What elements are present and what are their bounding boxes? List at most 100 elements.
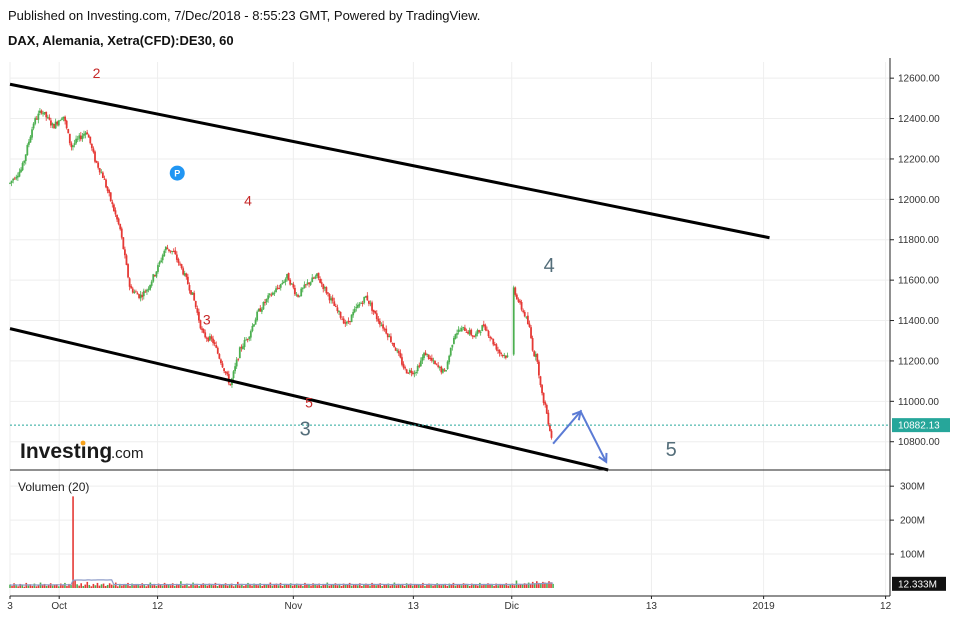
price-tick-label: 11400.00 [898, 316, 939, 327]
candle-body [90, 143, 93, 149]
volume-bar [442, 584, 445, 588]
volume-bar [426, 584, 428, 588]
candle-body [388, 335, 391, 338]
volume-bar [334, 583, 337, 588]
candle-body [468, 330, 471, 335]
volume-bar [110, 584, 113, 588]
volume-bar [373, 584, 375, 588]
candle-body [379, 321, 381, 325]
candle-body [279, 284, 282, 288]
candle-body [344, 322, 347, 324]
candle-body [42, 113, 44, 115]
volume-bar [509, 584, 512, 588]
volume-bar [117, 586, 119, 588]
volume-bar [418, 584, 420, 588]
volume-bar [523, 583, 526, 588]
volume-bar [104, 585, 107, 588]
candle-body [70, 143, 73, 148]
candle-body [538, 361, 540, 376]
volume-bar [261, 585, 264, 588]
candle-body [320, 282, 323, 284]
volume-bar [143, 584, 146, 588]
candle-body [434, 361, 436, 365]
candle-body [226, 372, 229, 375]
candle-body [229, 383, 232, 386]
price-tick-label: 12200.00 [898, 154, 940, 165]
time-tick-label: Oct [51, 601, 67, 612]
volume-bar [169, 585, 172, 588]
candle-body [166, 247, 169, 250]
volume-bar [202, 583, 205, 588]
volume-bar [434, 584, 436, 588]
candle-body [100, 172, 103, 174]
volume-bar [499, 583, 501, 588]
volume-bar [533, 583, 536, 588]
candle-body [473, 336, 476, 338]
candle-body [530, 327, 532, 339]
candle-body [256, 311, 259, 321]
volume-bar [324, 584, 327, 588]
volume-bar [76, 584, 78, 588]
volume-bar [279, 582, 282, 588]
candle-body [334, 306, 337, 308]
volume-bar [232, 586, 235, 588]
volume-bar [430, 583, 432, 588]
candle-body [139, 294, 142, 299]
volume-tick-label: 100M [900, 550, 925, 561]
volume-bar [123, 584, 125, 588]
volume-bar [259, 583, 261, 588]
candle-body [92, 148, 95, 153]
volume-bar [531, 581, 534, 588]
candle-body [415, 371, 418, 373]
candle-body [238, 347, 241, 359]
price-tick-label: 11000.00 [898, 397, 939, 408]
volume-bar [74, 580, 76, 588]
candle-body [185, 273, 188, 278]
volume-bar [51, 585, 54, 588]
candle-body [50, 120, 52, 126]
candle-body [253, 324, 255, 327]
candle-body [128, 278, 131, 287]
candle-body [35, 118, 38, 120]
volume-bar [265, 584, 268, 588]
candle-body [308, 282, 310, 285]
candle-body [75, 138, 78, 144]
candle-body [416, 365, 419, 372]
candle-body [405, 369, 408, 374]
candle-body [193, 292, 196, 301]
volume-bar [344, 584, 347, 588]
volume-bar [489, 584, 491, 588]
volume-bar [127, 582, 129, 588]
volume-bar [401, 584, 404, 588]
volume-bar [37, 584, 40, 588]
wave-label-2: 3 [203, 312, 211, 328]
volume-bar [149, 582, 152, 588]
volume-bar [422, 582, 424, 588]
volume-bar [538, 582, 540, 588]
candle-body [294, 287, 296, 295]
candle-body [412, 372, 414, 375]
candle-body [545, 404, 548, 414]
candle-body [278, 288, 281, 290]
candle-body [391, 342, 394, 344]
candle-body [471, 335, 474, 337]
time-tick-label: 2019 [752, 601, 775, 612]
volume-bar [550, 582, 552, 588]
candle-body [243, 340, 246, 348]
candle-body [435, 363, 438, 365]
volume-bar [263, 583, 266, 588]
candle-body [309, 282, 312, 285]
candle-body [218, 353, 221, 359]
volume-bar [304, 582, 306, 588]
volume-bar [295, 583, 298, 588]
candle-body [327, 292, 329, 294]
volume-bar [253, 583, 255, 588]
candle-body [186, 276, 189, 285]
last-volume-badge [892, 576, 946, 591]
candle-body [330, 298, 333, 301]
candle-body [29, 136, 32, 143]
volume-bar [70, 584, 72, 588]
candle-body [459, 330, 462, 332]
pivot-marker[interactable] [169, 165, 185, 181]
